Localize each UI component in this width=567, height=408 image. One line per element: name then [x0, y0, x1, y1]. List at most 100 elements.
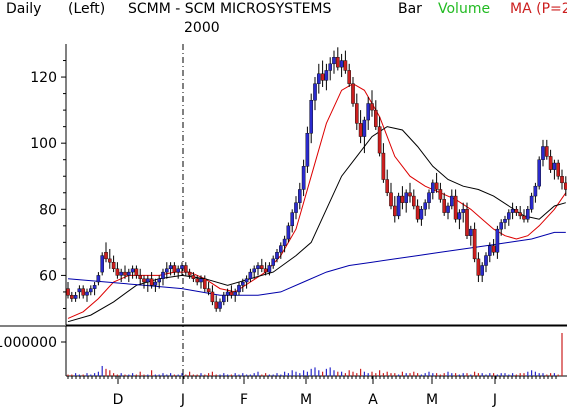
candle-body	[377, 126, 382, 154]
candle-body	[210, 291, 215, 303]
x-tick-label: M	[426, 392, 438, 408]
x-tick-label: M	[300, 392, 312, 408]
candle-body	[191, 275, 196, 279]
candle-body	[85, 291, 89, 296]
candle-body	[88, 288, 93, 293]
candle-body	[305, 133, 310, 167]
candle-body	[313, 83, 317, 101]
candle-body	[115, 268, 120, 276]
candle-body	[472, 228, 477, 260]
candle-body	[560, 176, 564, 184]
x-tick-label: A	[368, 392, 378, 408]
candle-body	[495, 228, 500, 253]
candle-body	[244, 278, 249, 283]
candle-body	[294, 202, 298, 213]
scale-label: (Left)	[68, 1, 106, 17]
candle-body	[374, 109, 378, 127]
candle-body	[183, 265, 188, 273]
candle-body	[145, 278, 150, 283]
candle-body	[149, 278, 154, 286]
candle-body	[237, 285, 241, 293]
candle-body	[541, 146, 545, 160]
candle-body	[393, 205, 397, 217]
candle-body	[320, 73, 325, 81]
y-tick-label: 60	[39, 268, 57, 284]
candle-body	[233, 291, 238, 296]
candle-body	[77, 288, 82, 293]
candle-body	[263, 268, 268, 273]
candle-body	[206, 288, 211, 293]
candle-body	[453, 195, 458, 220]
candle-body	[343, 60, 348, 71]
candle-body	[442, 199, 447, 213]
candle-body	[358, 123, 363, 137]
candle-body	[92, 285, 97, 289]
candle-body	[526, 209, 530, 220]
candle-body	[111, 261, 116, 269]
candle-body	[187, 271, 192, 276]
candle-body	[134, 268, 139, 276]
x-tick-label: D	[113, 392, 124, 408]
candle-body	[256, 265, 260, 269]
candle-body	[298, 189, 302, 203]
candle-body	[328, 63, 333, 71]
candle-body	[548, 156, 553, 170]
candle-body	[161, 271, 165, 279]
candle-body	[126, 271, 131, 276]
candle-body	[225, 291, 230, 296]
candle-body	[248, 271, 253, 279]
candle-body	[275, 252, 279, 260]
chart-title: SCMM - SCM MICROSYSTEMS	[128, 1, 332, 17]
candle-body	[351, 83, 355, 104]
candle-body	[199, 278, 203, 283]
candle-body	[290, 212, 295, 227]
candle-body	[81, 288, 85, 296]
candle-body	[419, 209, 424, 220]
x-tick-label: J	[492, 392, 497, 408]
candle-body	[164, 268, 169, 273]
candle-body	[427, 192, 431, 203]
candle-body	[545, 146, 549, 157]
chart-frame	[0, 44, 567, 382]
candle-body	[434, 182, 439, 190]
chart-style-button[interactable]: Bar	[398, 1, 422, 17]
candle-body	[484, 255, 488, 266]
candle-body	[469, 228, 473, 236]
candle-body	[336, 57, 340, 68]
candle-body	[69, 295, 74, 299]
candle-body	[381, 152, 386, 180]
candle-body	[533, 185, 538, 197]
moving-average-line	[67, 126, 566, 323]
candle-body	[123, 271, 127, 276]
candle-body	[461, 209, 466, 213]
candle-body	[510, 209, 515, 213]
moving-average-toggle[interactable]: MA (P=2	[510, 1, 567, 17]
candle-body	[142, 278, 146, 283]
candle-body	[301, 166, 306, 190]
candle-body	[465, 209, 469, 236]
candle-body	[529, 195, 534, 210]
candle-body	[423, 202, 428, 210]
volume-axis-label: 1000000	[0, 335, 57, 351]
candle-body	[480, 265, 485, 276]
candle-body	[389, 192, 393, 207]
candle-body	[552, 162, 557, 170]
candle-body	[153, 281, 158, 286]
candle-body	[107, 258, 112, 263]
candle-body	[267, 265, 272, 273]
volume-toggle[interactable]: Volume	[438, 1, 491, 17]
candle-body	[168, 265, 173, 269]
candle-body	[100, 255, 104, 273]
candle-body	[450, 195, 454, 207]
candle-body	[260, 265, 264, 269]
candle-body	[355, 103, 359, 124]
y-tick-label: 100	[30, 136, 57, 152]
candle-body	[362, 119, 367, 137]
candle-body	[366, 103, 371, 121]
y-tick-label: 80	[39, 202, 57, 218]
candle-body	[229, 291, 234, 296]
candle-body	[457, 212, 462, 220]
candle-body	[408, 192, 412, 197]
candle-body	[104, 252, 108, 260]
candle-body	[221, 295, 226, 303]
